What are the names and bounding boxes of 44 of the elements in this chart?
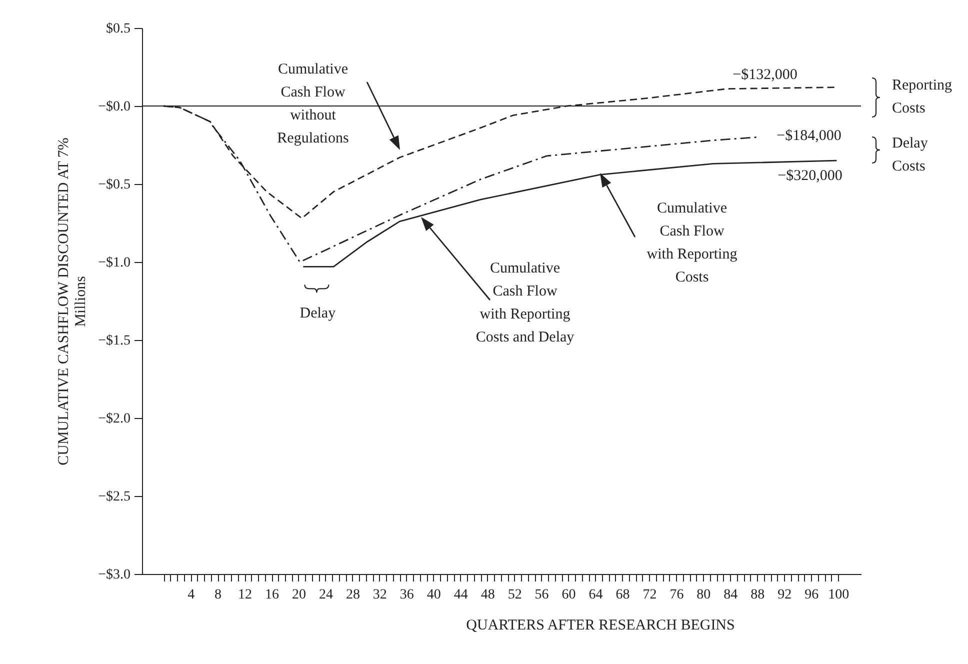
annotation: −$320,000: [778, 168, 842, 184]
annotation: Cumulative Cash Flow with Reporting Costs: [646, 200, 738, 286]
y-tick-label: −$2.0: [98, 412, 130, 426]
x-tick-label: 48: [480, 588, 495, 602]
x-tick-label: 24: [318, 588, 333, 602]
y-tick-label: −$0.0: [98, 100, 130, 114]
x-tick-label: 64: [588, 588, 603, 602]
x-tick-label: 28: [346, 588, 360, 602]
x-tick-label: 68: [616, 588, 630, 602]
annotation: Cumulative Cash Flow without Regulations: [277, 62, 349, 146]
y-tick-label: −$1.5: [98, 334, 130, 348]
y-tick-label: −$0.5: [98, 178, 130, 192]
y-tick-label: $0.5: [106, 22, 130, 36]
y-tick-label: −$2.5: [98, 490, 130, 504]
y-tick-label: −$1.0: [98, 256, 130, 270]
annotation: −$184,000: [776, 128, 842, 144]
x-tick-label: 92: [778, 588, 792, 602]
x-tick-label: 96: [804, 588, 819, 602]
x-axis-title: QUARTERS AFTER RESEARCH BEGINS: [466, 618, 735, 634]
x-tick-label: 40: [426, 588, 441, 602]
x-tick-label: 60: [562, 588, 576, 602]
x-tick-label: 44: [454, 588, 468, 602]
text: Reporting Costs: [892, 78, 952, 116]
x-tick-label: 80: [696, 588, 711, 602]
x-tick-label: 84: [724, 588, 738, 602]
x-tick-label: 32: [372, 588, 387, 602]
y-axis-title: CUMULATIVE CASHFLOW DISCOUNTED AT 7% Millions: [56, 138, 90, 466]
y-tick-label: −$3.0: [98, 568, 130, 582]
x-tick-label: 4: [188, 588, 195, 602]
annotation: Delay: [300, 306, 336, 322]
annotation: Cumulative Cash Flow with Reporting Costs and Delay: [476, 260, 575, 346]
x-tick-label: 100: [828, 588, 850, 602]
annotation: −$132,000: [732, 67, 798, 83]
x-tick-label: 76: [670, 588, 684, 602]
x-tick-label: 16: [265, 588, 279, 602]
x-tick-label: 56: [534, 588, 549, 602]
x-tick-label: 12: [238, 588, 252, 602]
x-tick-label: 88: [750, 588, 765, 602]
x-tick-label: 52: [508, 588, 522, 602]
x-tick-label: 20: [292, 588, 306, 602]
text: Delay Costs: [892, 136, 928, 174]
x-tick-label: 8: [214, 588, 222, 602]
x-tick-label: 36: [400, 588, 414, 602]
x-tick-label: 72: [642, 588, 657, 602]
